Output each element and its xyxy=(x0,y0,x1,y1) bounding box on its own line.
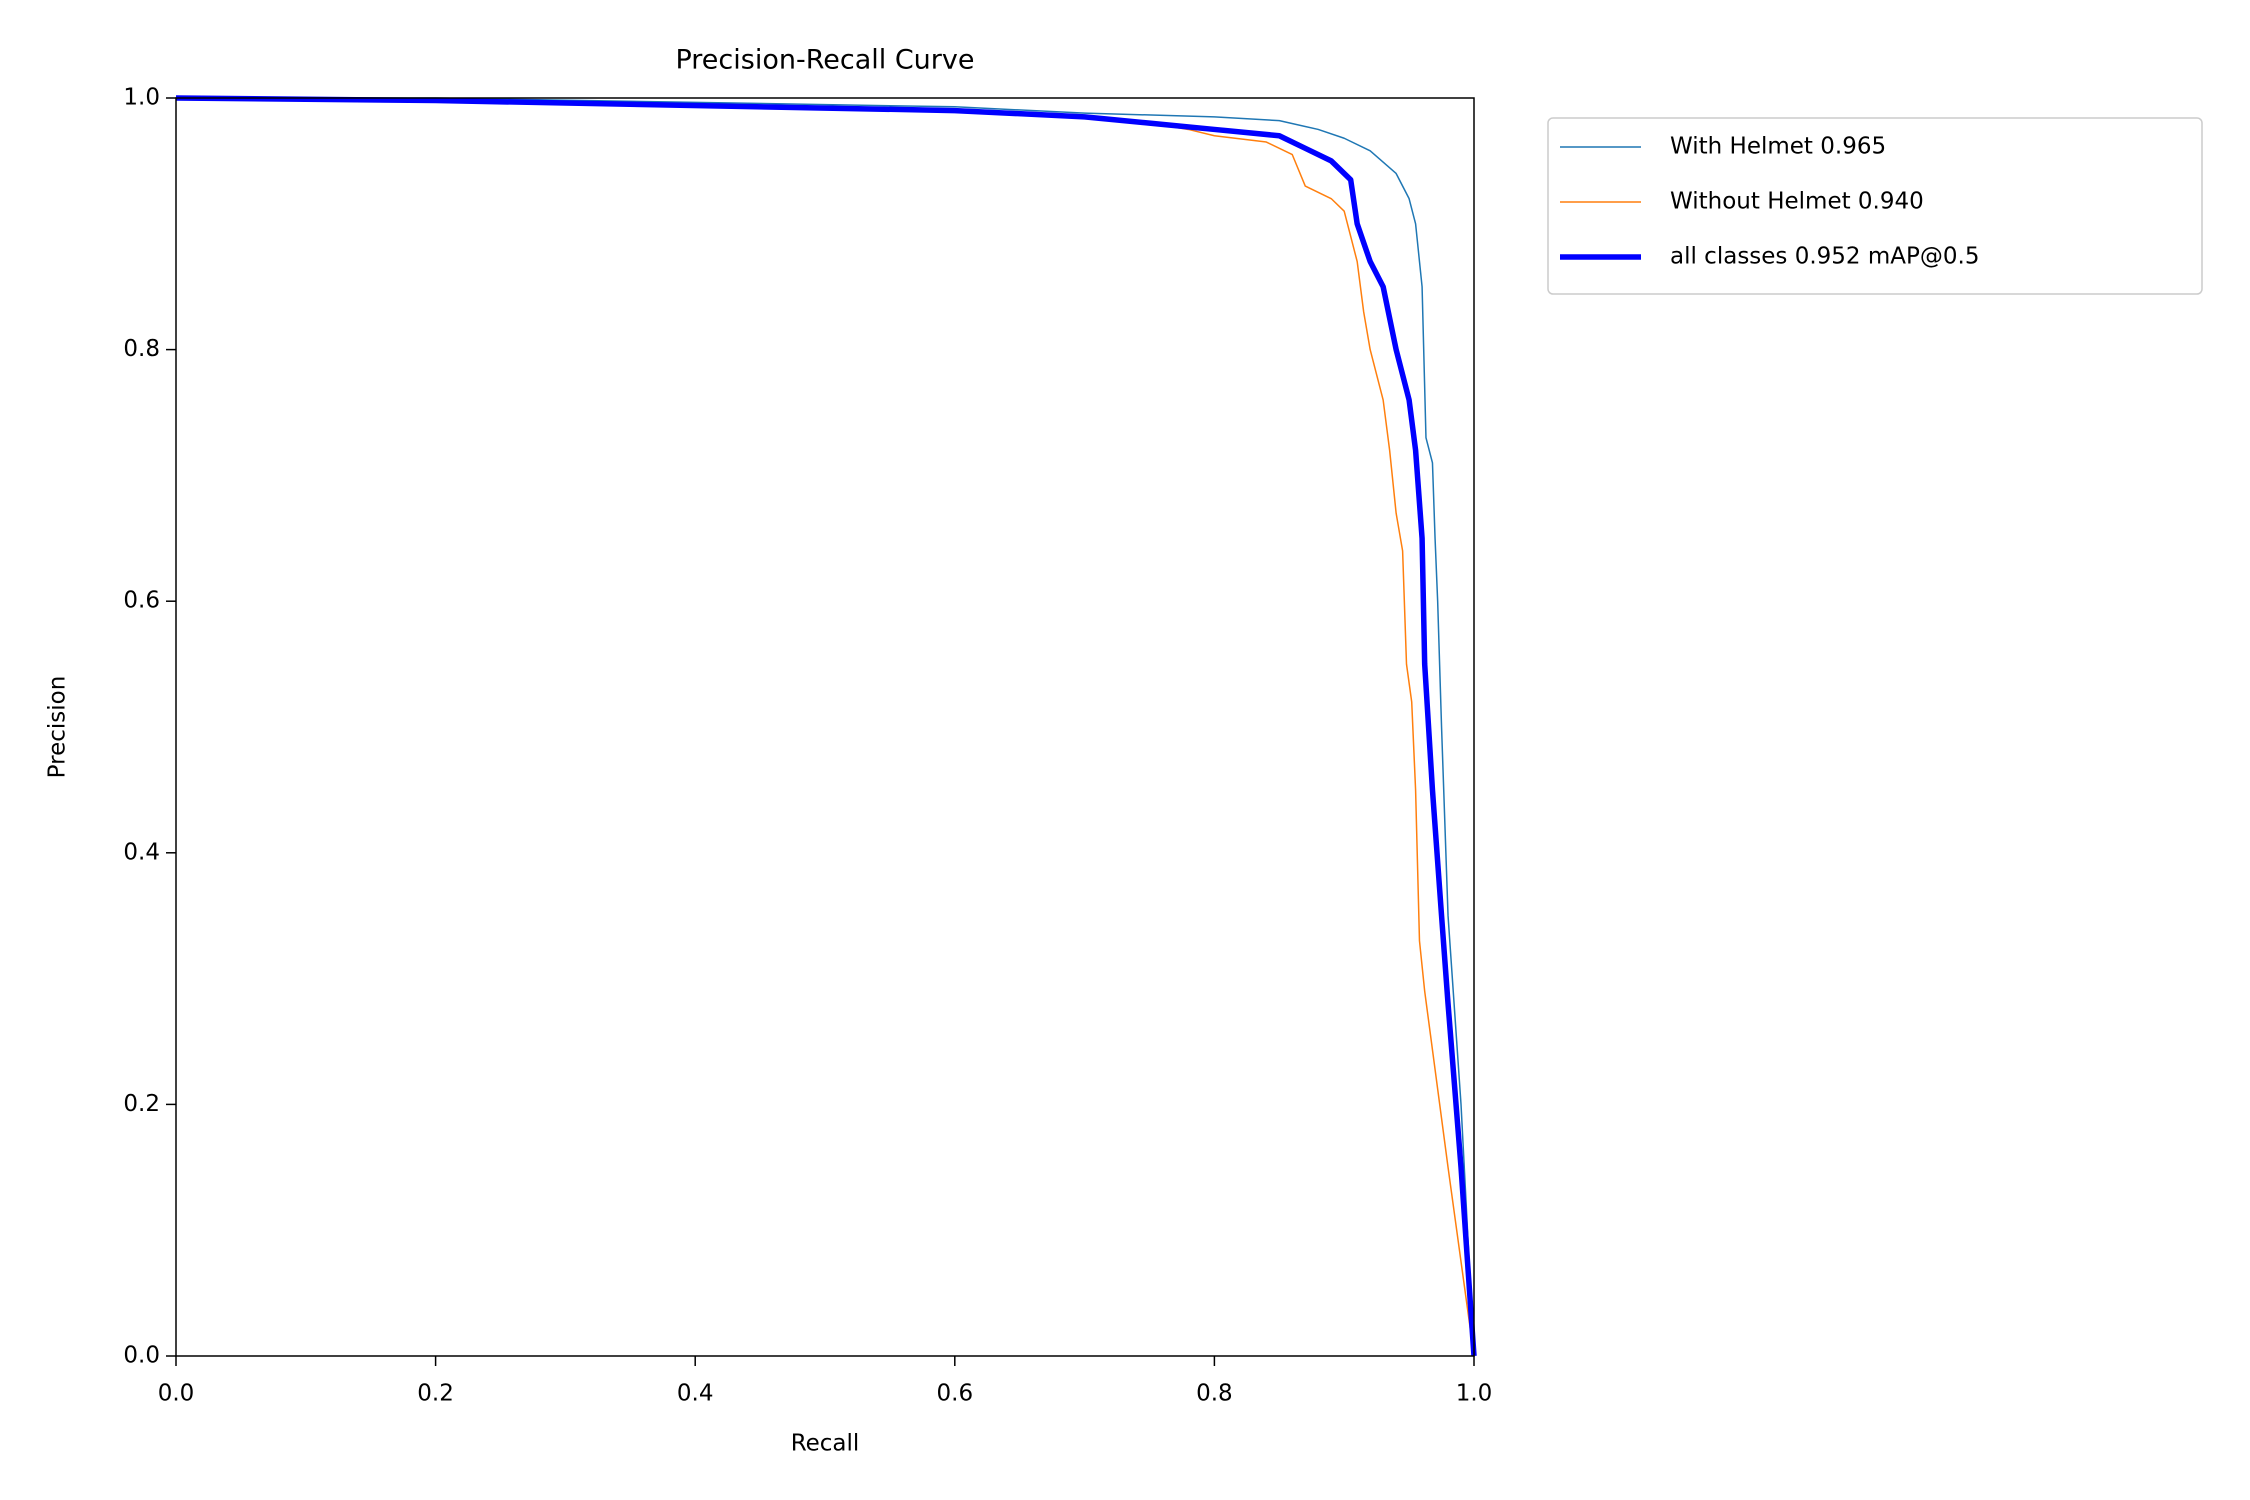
x-tick-label: 0.2 xyxy=(417,1381,454,1407)
y-tick-label: 0.2 xyxy=(123,1091,160,1117)
x-tick-label: 0.8 xyxy=(1196,1381,1233,1407)
legend-label: all classes 0.952 mAP@0.5 xyxy=(1670,244,1979,270)
y-tick-label: 0.6 xyxy=(123,588,160,614)
plot-frame xyxy=(175,97,1475,1357)
pr-curve xyxy=(175,97,1475,1357)
x-tick-label: 0.0 xyxy=(158,1381,195,1407)
y-tick-label: 1.0 xyxy=(123,85,160,111)
x-axis-label: Recall xyxy=(791,1431,860,1457)
y-tick-label: 0.8 xyxy=(123,336,160,362)
y-axis-label: Precision xyxy=(45,676,71,779)
pr-curve xyxy=(175,95,1477,1357)
legend-box xyxy=(1547,117,2203,295)
chart-title: Precision-Recall Curve xyxy=(675,45,974,76)
y-tick-label: 0.0 xyxy=(123,1343,160,1369)
x-tick-label: 0.4 xyxy=(677,1381,714,1407)
y-tick-label: 0.4 xyxy=(123,839,160,865)
x-tick-label: 1.0 xyxy=(1456,1381,1493,1407)
pr-curve xyxy=(176,97,1475,1357)
x-tick-label: 0.6 xyxy=(937,1381,974,1407)
legend-label: Without Helmet 0.940 xyxy=(1670,189,1924,215)
legend-label: With Helmet 0.965 xyxy=(1670,134,1886,160)
